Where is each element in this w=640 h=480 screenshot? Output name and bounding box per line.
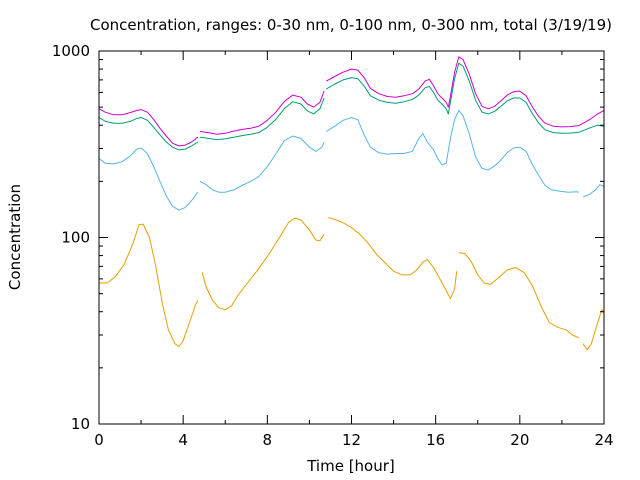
series-1-line [328, 217, 458, 300]
y-tick-label: 100 [61, 229, 90, 247]
x-tick-label: 8 [263, 431, 273, 449]
x-axis-label: Time [hour] [306, 457, 395, 475]
series-3-line [199, 97, 325, 141]
y-axis-label: Concentration [6, 184, 24, 290]
series-1-line [201, 217, 325, 311]
series-2-line [98, 147, 199, 211]
x-tick-label: 20 [510, 431, 529, 449]
axis-ticks-group: 0 4 8 12 16 20 24 10 100 1000 [52, 42, 614, 449]
series-3-line [326, 62, 605, 134]
series-4-line [98, 108, 199, 147]
series-1-line [582, 309, 605, 351]
series-2-line [199, 135, 325, 193]
series-1-line [99, 223, 199, 348]
y-tick-label: 10 [71, 415, 90, 433]
series-3-line [98, 117, 199, 151]
series-2-line [582, 184, 605, 198]
series-1-line [458, 252, 580, 339]
x-tick-label: 12 [342, 431, 361, 449]
y-tick-label: 1000 [52, 42, 90, 60]
x-tick-label: 24 [594, 431, 613, 449]
series-2-line [326, 109, 579, 193]
x-tick-label: 4 [178, 431, 188, 449]
chart-title: Concentration, ranges: 0-30 nm, 0-100 nm… [90, 16, 612, 34]
plot-series-group [98, 56, 605, 351]
series-4-line [326, 56, 605, 128]
x-tick-label: 16 [426, 431, 445, 449]
series-4-line [199, 90, 325, 135]
x-tick-label: 0 [94, 431, 104, 449]
